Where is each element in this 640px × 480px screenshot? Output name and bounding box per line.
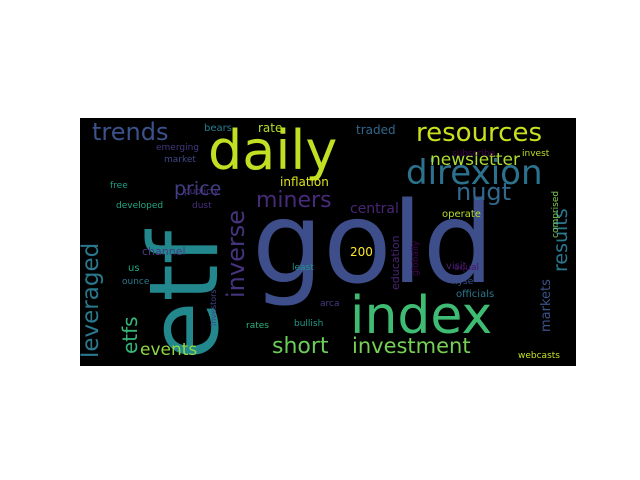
word-education: education — [389, 235, 402, 290]
word-markets: markets — [539, 279, 554, 332]
word-developed: developed — [116, 201, 164, 211]
word-equal: equal — [454, 263, 479, 273]
word-200: 200 — [350, 245, 373, 259]
word-channel: channel — [142, 245, 186, 258]
word-us: us — [128, 263, 140, 274]
word-events: events — [140, 340, 198, 360]
word-invest: invest — [522, 149, 550, 159]
word-gold: gold — [252, 179, 494, 309]
word-least: least — [292, 263, 314, 273]
word-free: free — [110, 181, 128, 191]
word-etfs: etfs — [118, 316, 142, 354]
word-direxion: direxion — [406, 153, 543, 193]
word-webcasts: webcasts — [518, 351, 560, 361]
word-cloud: gold etf daily index direxion resources trends… — [80, 118, 576, 366]
word-rates: rates — [246, 321, 269, 331]
word-comprised: comprised — [551, 190, 561, 238]
word-publicly: publicly — [184, 187, 219, 197]
word-market: market — [164, 155, 196, 165]
word-bears: bears — [204, 123, 232, 134]
word-nyse: nyse — [452, 277, 474, 287]
word-daily: daily — [208, 119, 338, 182]
word-resources: resources — [416, 118, 543, 148]
word-globally: globally — [411, 240, 421, 276]
word-index: index — [350, 286, 493, 346]
word-miners: miners — [256, 188, 332, 213]
word-dust: dust — [192, 201, 212, 211]
word-leveraged: leveraged — [80, 242, 104, 358]
word-operate: operate — [442, 209, 481, 220]
word-emerging: emerging — [156, 143, 200, 153]
word-trends: trends — [92, 118, 169, 146]
word-central: central — [350, 201, 399, 217]
word-subscribe: subscribe — [452, 149, 496, 159]
word-visit: visit — [446, 261, 467, 272]
word-ounce: ounce — [122, 277, 150, 287]
word-arca: arca — [320, 299, 340, 309]
word-investment: investment — [352, 334, 471, 358]
word-nugt: nugt — [456, 178, 512, 206]
word-price: price — [174, 178, 222, 200]
word-investors: investors — [209, 289, 218, 326]
word-rate: rate — [258, 121, 283, 135]
word-bullish: bullish — [294, 319, 324, 329]
word-newsletter: newsletter — [430, 150, 520, 170]
word-short: short — [272, 334, 329, 359]
word-inflation: inflation — [280, 175, 329, 189]
word-officials: officials — [456, 289, 495, 300]
word-inverse: inverse — [222, 210, 250, 298]
word-traded: traded — [356, 123, 396, 137]
